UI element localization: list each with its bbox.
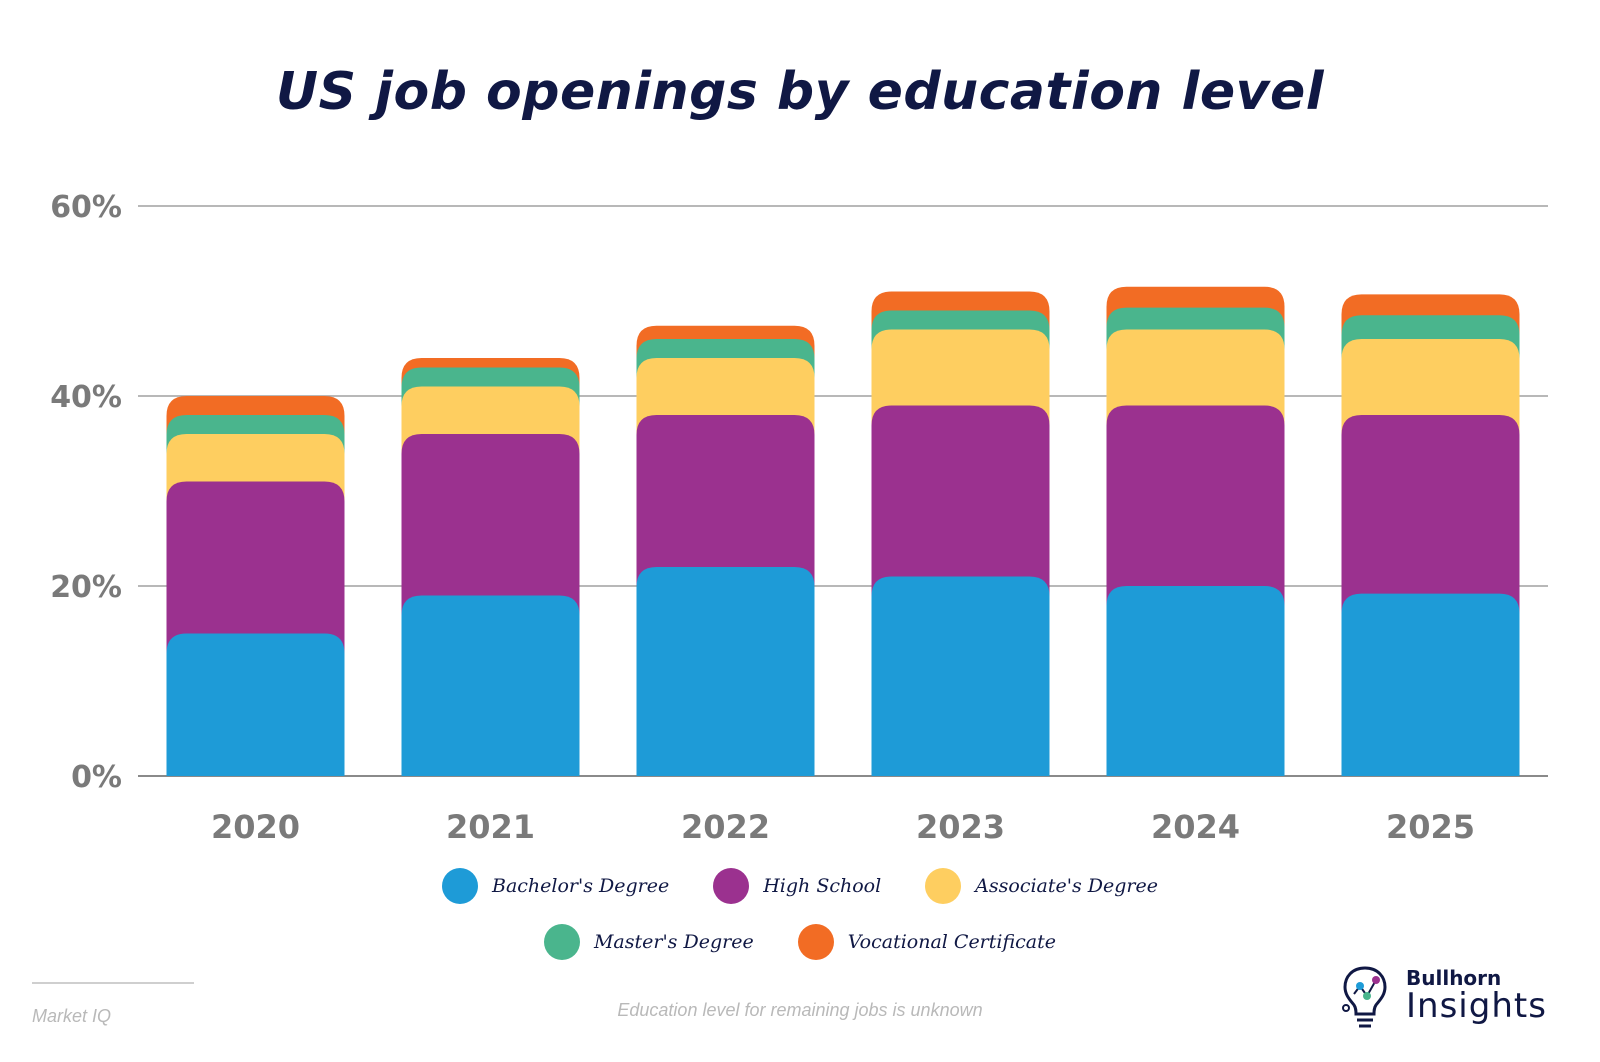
bar-group-2023: [871, 291, 1050, 776]
x-tick-label: 2021: [446, 808, 535, 846]
x-tick-label: 2023: [916, 808, 1005, 846]
chart-svg: 0% 20% 40% 60% 2020 2021 2022 2023 2024 2025: [50, 190, 1548, 846]
legend-item: Associate's Degree: [925, 868, 1158, 904]
x-tick-label: 2020: [211, 808, 300, 846]
footnote: Education level for remaining jobs is un…: [617, 1000, 983, 1020]
lightbulb-icon: [1342, 966, 1387, 1028]
bar-segment-2025-bachelor-s-degree: [1341, 593, 1520, 776]
legend-label: Vocational Certificate: [847, 931, 1057, 953]
x-tick-label: 2024: [1151, 808, 1240, 846]
logo-name: Bullhorn: [1406, 966, 1502, 990]
bar-group-2022: [636, 325, 815, 776]
source-divider: [32, 982, 194, 984]
bullhorn-logo: Bullhorn Insights: [1340, 964, 1580, 1044]
x-tick-label: 2025: [1386, 808, 1475, 846]
legend-swatch: [713, 868, 750, 904]
legend-label: Master's Degree: [593, 931, 754, 953]
bar-group-2025: [1341, 294, 1520, 776]
legend-swatch: [925, 868, 962, 904]
legend-item: High School: [713, 868, 881, 904]
bar-segment-2020-bachelor-s-degree: [166, 633, 345, 776]
legend-row-1: Bachelor's Degree High School Associate's …: [0, 868, 1600, 904]
legend-swatch: [442, 868, 478, 904]
legend-label: Bachelor's Degree: [492, 875, 670, 897]
legend-swatch: [797, 924, 834, 960]
grid-layer: [138, 205, 1548, 777]
y-tick-label: 20%: [50, 570, 122, 605]
chart-title: US job openings by education level: [275, 62, 1325, 122]
bar-segment-2022-bachelor-s-degree: [636, 567, 815, 776]
bar-segment-2021-bachelor-s-degree: [401, 595, 580, 776]
bar-segment-2024-bachelor-s-degree: [1106, 586, 1285, 776]
legend-swatch: [543, 924, 580, 960]
legend-label: Associate's Degree: [975, 875, 1158, 897]
bar-segment-2023-bachelor-s-degree: [871, 576, 1050, 776]
bar-group-2024: [1106, 286, 1285, 776]
label-layer: 0% 20% 40% 60% 2020 2021 2022 2023 2024 2025: [50, 190, 1475, 846]
legend-item: Bachelor's Degree: [442, 868, 669, 904]
y-tick-label: 0%: [71, 760, 122, 795]
legend-item: Vocational Certificate: [797, 924, 1057, 960]
legend-row-2: Master's Degree Vocational Certificate: [0, 924, 1600, 960]
y-tick-label: 40%: [50, 380, 122, 415]
x-tick-label: 2022: [681, 808, 770, 846]
y-tick-label: 60%: [50, 190, 122, 225]
legend-item: Master's Degree: [543, 924, 754, 960]
bar-group-2021: [401, 358, 580, 776]
bar-layer: [166, 286, 1520, 776]
logo-sub: Insights: [1406, 986, 1547, 1026]
source-text: Market IQ: [32, 1006, 112, 1026]
legend-label: High School: [763, 875, 882, 897]
bar-group-2020: [166, 396, 345, 776]
